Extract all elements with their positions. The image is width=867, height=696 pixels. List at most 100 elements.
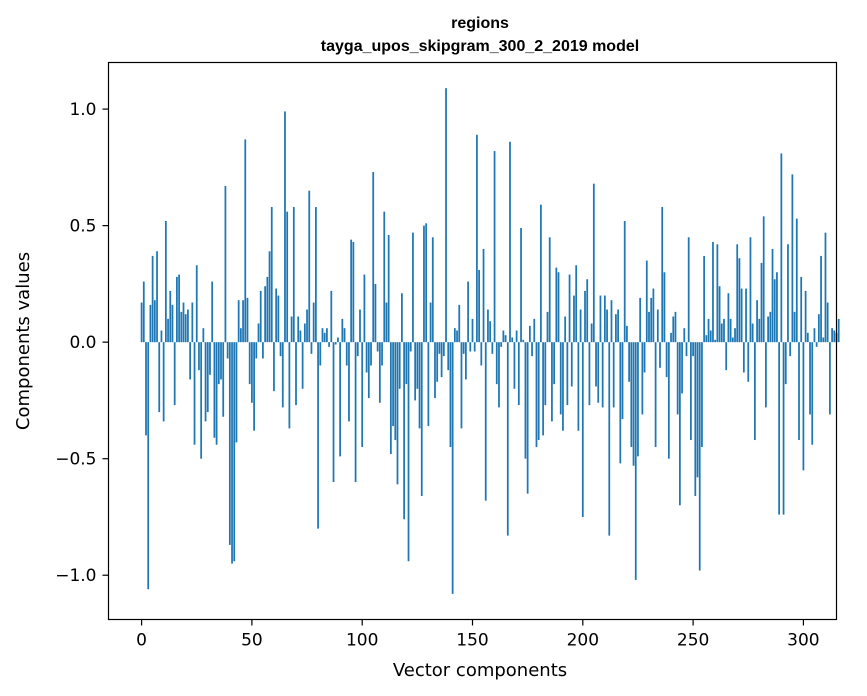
bar-297 bbox=[795, 218, 798, 343]
bar-186 bbox=[551, 342, 553, 422]
bar-15 bbox=[173, 342, 176, 406]
bar-171 bbox=[517, 342, 520, 406]
bar-227 bbox=[641, 342, 644, 415]
bar-20 bbox=[184, 314, 187, 343]
bar-239 bbox=[667, 342, 670, 459]
bar-106 bbox=[374, 283, 377, 343]
bar-198 bbox=[577, 342, 580, 431]
bar-214 bbox=[612, 342, 615, 408]
bar-175 bbox=[526, 342, 529, 494]
bar-85 bbox=[328, 342, 330, 347]
bar-215 bbox=[615, 314, 617, 343]
bar-236 bbox=[661, 206, 664, 343]
bar-184 bbox=[546, 311, 549, 343]
y-tick-label: −1.0 bbox=[55, 566, 96, 586]
bar-265 bbox=[725, 342, 728, 371]
bar-247 bbox=[685, 342, 688, 357]
bar-90 bbox=[339, 342, 342, 457]
bar-201 bbox=[584, 290, 586, 343]
bar-193 bbox=[566, 342, 569, 406]
bar-67 bbox=[288, 342, 291, 429]
bar-128 bbox=[423, 225, 425, 343]
bar-36 bbox=[220, 342, 222, 380]
bar-70 bbox=[295, 342, 297, 406]
bar-255 bbox=[703, 255, 706, 343]
bar-196 bbox=[573, 295, 575, 343]
bar-183 bbox=[544, 342, 547, 406]
bar-104 bbox=[370, 342, 372, 366]
bar-219 bbox=[623, 220, 626, 343]
bar-293 bbox=[787, 244, 789, 343]
bar-218 bbox=[621, 342, 624, 420]
bar-267 bbox=[729, 318, 732, 343]
bar-46 bbox=[242, 300, 244, 343]
bar-1 bbox=[142, 281, 145, 343]
bar-124 bbox=[414, 342, 417, 401]
x-tick-label: 150 bbox=[456, 631, 488, 651]
bar-17 bbox=[178, 274, 180, 343]
bar-111 bbox=[385, 302, 388, 343]
bar-96 bbox=[352, 241, 355, 343]
bar-54 bbox=[259, 290, 262, 343]
bar-195 bbox=[570, 342, 573, 387]
bar-10 bbox=[162, 342, 165, 422]
bar-165 bbox=[504, 335, 507, 343]
bar-286 bbox=[771, 248, 774, 343]
bar-205 bbox=[592, 183, 595, 343]
bar-298 bbox=[798, 342, 800, 441]
bar-250 bbox=[692, 342, 694, 357]
bar-147 bbox=[465, 342, 467, 380]
bar-31 bbox=[209, 342, 211, 375]
bar-166 bbox=[506, 342, 509, 536]
bar-213 bbox=[610, 300, 613, 343]
bar-143 bbox=[456, 330, 458, 343]
bar-274 bbox=[745, 288, 747, 343]
bar-8 bbox=[158, 342, 161, 413]
bar-110 bbox=[383, 211, 386, 343]
chart-subtitle: tayga_upos_skipgram_300_2_2019 model bbox=[321, 38, 639, 55]
bar-60 bbox=[273, 342, 275, 392]
bar-157 bbox=[487, 309, 489, 343]
bar-19 bbox=[182, 302, 185, 343]
bar-150 bbox=[471, 318, 474, 343]
bar-309 bbox=[822, 337, 825, 343]
bar-172 bbox=[520, 227, 522, 343]
bar-159 bbox=[491, 342, 494, 354]
bar-25 bbox=[195, 265, 198, 343]
bar-316 bbox=[837, 318, 840, 343]
bar-160 bbox=[493, 151, 496, 343]
bar-116 bbox=[396, 342, 399, 485]
bar-261 bbox=[716, 244, 719, 343]
bar-series bbox=[140, 88, 840, 594]
bar-260 bbox=[714, 339, 717, 343]
bar-174 bbox=[524, 342, 527, 459]
bar-207 bbox=[597, 342, 600, 403]
bar-287 bbox=[773, 279, 776, 343]
bar-93 bbox=[345, 342, 348, 366]
bar-16 bbox=[176, 276, 178, 343]
bar-21 bbox=[187, 309, 189, 343]
bar-32 bbox=[211, 281, 214, 343]
bar-216 bbox=[617, 309, 619, 343]
bar-41 bbox=[231, 342, 233, 564]
bar-281 bbox=[760, 262, 763, 343]
bar-249 bbox=[690, 342, 692, 441]
bar-122 bbox=[409, 342, 412, 352]
x-tick-label: 50 bbox=[241, 631, 263, 651]
bar-79 bbox=[314, 206, 317, 343]
bar-208 bbox=[599, 295, 602, 343]
bar-224 bbox=[634, 342, 637, 580]
bar-39 bbox=[226, 342, 229, 359]
bar-117 bbox=[398, 342, 401, 389]
bar-235 bbox=[659, 342, 661, 368]
bar-58 bbox=[268, 251, 271, 343]
bar-187 bbox=[553, 342, 555, 385]
x-tick-label: 0 bbox=[136, 631, 147, 651]
bar-158 bbox=[489, 321, 492, 343]
bar-77 bbox=[310, 342, 313, 354]
bar-173 bbox=[522, 339, 525, 343]
bar-282 bbox=[762, 216, 765, 343]
bar-43 bbox=[235, 342, 238, 443]
bar-252 bbox=[696, 342, 699, 478]
